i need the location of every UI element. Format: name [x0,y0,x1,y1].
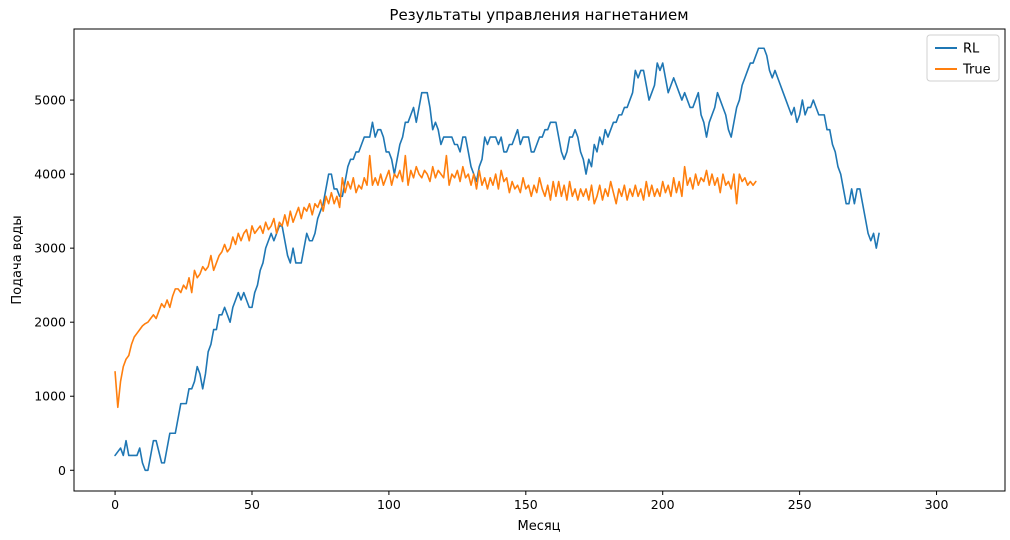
plot-frame [73,28,1006,492]
series-line-rl [114,47,880,472]
y-axis-title: Подача воды [10,215,25,304]
legend-label-rl: RL [963,42,980,57]
x-tick-label: 300 [925,497,949,512]
legend-label-true: True [962,63,991,78]
chart-title: Результаты управления нагнетанием [389,6,688,24]
y-tick-label: 5000 [34,93,66,108]
x-tick-label: 250 [788,497,812,512]
series-line-true [114,154,757,409]
x-tick-label: 50 [244,497,260,512]
x-axis-title: Месяц [517,519,560,534]
x-tick-label: 100 [377,497,401,512]
x-tick-label: 150 [514,497,538,512]
y-tick-label: 2000 [34,315,66,330]
legend: RL True [926,34,1000,82]
series-layer [114,47,880,472]
y-tick-label: 0 [58,463,66,478]
y-tick-label: 4000 [34,167,66,182]
y-tick-label: 1000 [34,389,66,404]
x-tick-label: 0 [111,497,119,512]
y-tick-label: 3000 [34,241,66,256]
x-tick-label: 200 [651,497,675,512]
